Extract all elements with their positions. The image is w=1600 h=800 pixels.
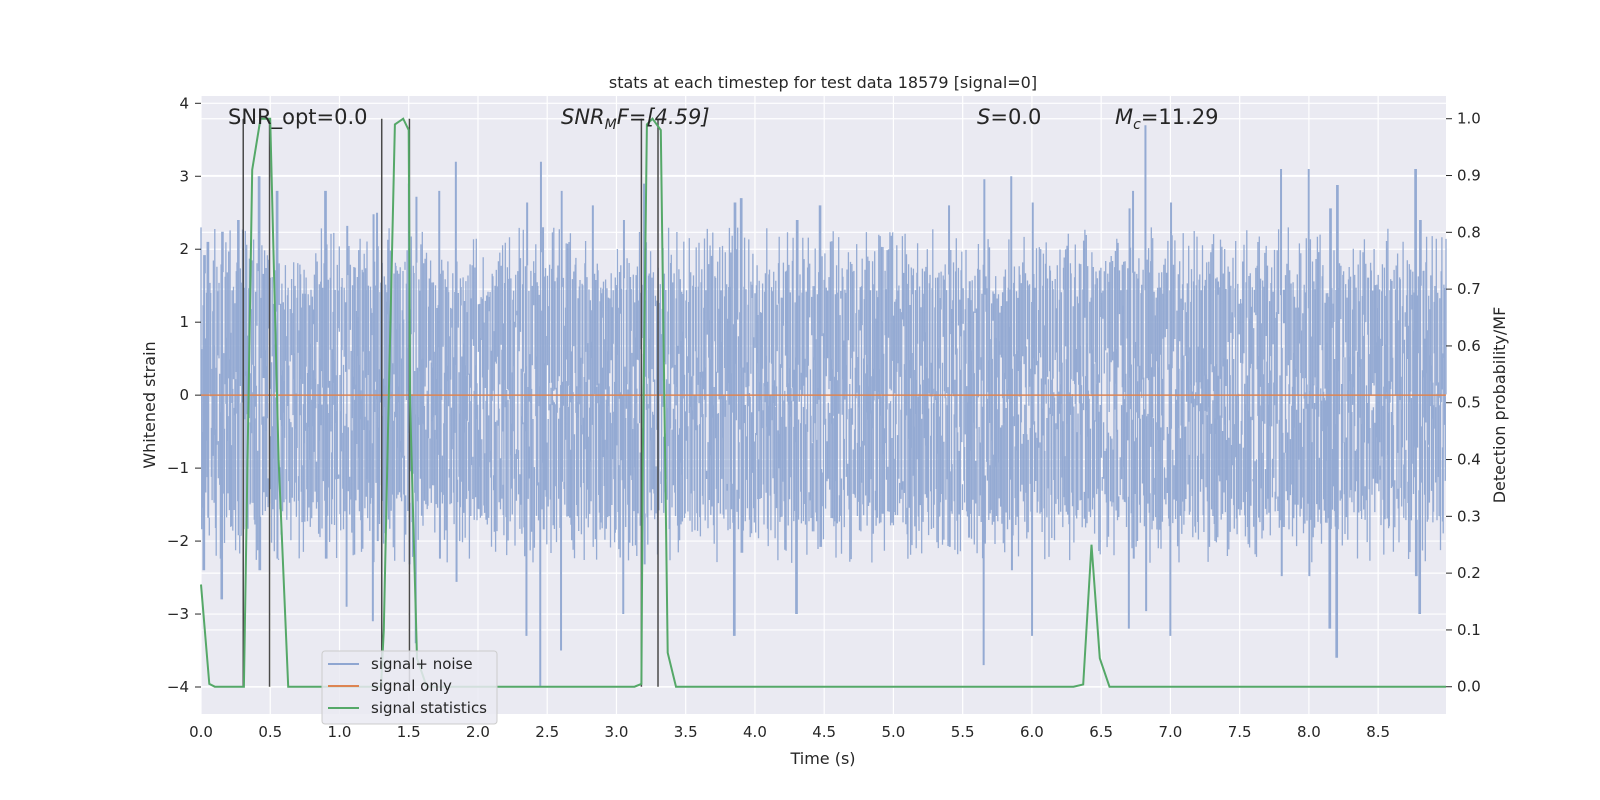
y-right-tick-label-9: 0.1 — [1457, 621, 1481, 639]
y-left-tick-label-7: −3 — [167, 605, 189, 623]
x-tick-label-2: 1.0 — [328, 723, 352, 741]
y-right-tick-label-10: 0.0 — [1457, 678, 1481, 696]
x-tick-label-16: 8.0 — [1297, 723, 1321, 741]
legend-label-signal-statistics: signal statistics — [371, 699, 487, 717]
y-right-tick-label-4: 0.6 — [1457, 337, 1481, 355]
x-tick-label-11: 5.5 — [951, 723, 975, 741]
x-tick-label-13: 6.5 — [1089, 723, 1113, 741]
y-right-axis-label: Detection probability/MF — [1490, 307, 1509, 504]
x-tick-label-4: 2.0 — [466, 723, 490, 741]
x-tick-label-5: 2.5 — [535, 723, 559, 741]
x-tick-labels: 0.0 0.5 1.0 1.5 2.0 2.5 3.0 3.5 4.0 4.5 5.0 5.5 6.0 6… — [189, 723, 1390, 741]
y-left-tick-labels: 4 3 2 1 0 −1 −2 −3 −4 — [167, 94, 201, 696]
x-tick-label-1: 0.5 — [258, 723, 282, 741]
annotation-snr-opt: SNR_opt=0.0 — [228, 105, 368, 130]
y-left-tick-label-1: 3 — [179, 167, 189, 185]
x-tick-label-8: 4.0 — [743, 723, 767, 741]
annotation-snr-mf: SNRMF=[4.59] — [561, 105, 710, 133]
series-signal-statistics — [200, 117, 1446, 688]
annotation-s: S=0.0 — [977, 105, 1041, 129]
y-left-tick-label-6: −2 — [167, 532, 189, 550]
noise-trace — [200, 125, 1447, 687]
y-right-tick-label-0: 1.0 — [1457, 110, 1481, 128]
y-left-tick-label-8: −4 — [167, 678, 189, 696]
x-tick-label-14: 7.0 — [1158, 723, 1182, 741]
y-left-tick-label-3: 1 — [179, 313, 189, 331]
y-left-tick-label-2: 2 — [179, 240, 189, 258]
x-tick-label-15: 7.5 — [1228, 723, 1252, 741]
y-left-axis-label: Whitened strain — [140, 341, 159, 468]
signal-statistics-line — [200, 117, 1446, 688]
legend-label-signal-only: signal only — [371, 677, 452, 695]
y-left-tick-label-0: 4 — [179, 94, 189, 112]
chart-title: stats at each timestep for test data 185… — [609, 73, 1037, 92]
vertical-markers — [242, 118, 659, 687]
legend-box — [321, 650, 498, 725]
y-right-tick-label-7: 0.3 — [1457, 507, 1481, 525]
y-right-tick-label-5: 0.5 — [1457, 394, 1481, 412]
x-tick-label-0: 0.0 — [189, 723, 213, 741]
x-tick-label-3: 1.5 — [397, 723, 421, 741]
x-tick-label-10: 5.0 — [882, 723, 906, 741]
y-right-tick-label-6: 0.4 — [1457, 451, 1481, 469]
y-left-tick-label-4: 0 — [179, 386, 189, 404]
x-axis-label: Time (s) — [789, 749, 855, 768]
y-right-tick-label-3: 0.7 — [1457, 280, 1481, 298]
x-tick-label-9: 4.5 — [812, 723, 836, 741]
series-signal-noise — [200, 125, 1447, 687]
x-tick-label-7: 3.5 — [674, 723, 698, 741]
y-right-tick-labels: 1.0 0.9 0.8 0.7 0.6 0.5 0.4 0.3 0.2 0.1 0.0 — [1446, 110, 1481, 696]
y-left-tick-label-5: −1 — [167, 459, 189, 477]
x-tick-label-6: 3.0 — [605, 723, 629, 741]
legend-label-signal-noise: signal+ noise — [371, 655, 473, 673]
y-right-tick-label-2: 0.8 — [1457, 223, 1481, 241]
x-tick-label-12: 6.0 — [1020, 723, 1044, 741]
x-tick-label-17: 8.5 — [1366, 723, 1390, 741]
legend: signal+ noise signal only signal statist… — [321, 650, 498, 725]
annotation-mc: Mc=11.29 — [1115, 105, 1219, 133]
y-right-tick-label-8: 0.2 — [1457, 564, 1481, 582]
y-right-tick-label-1: 0.9 — [1457, 167, 1481, 185]
